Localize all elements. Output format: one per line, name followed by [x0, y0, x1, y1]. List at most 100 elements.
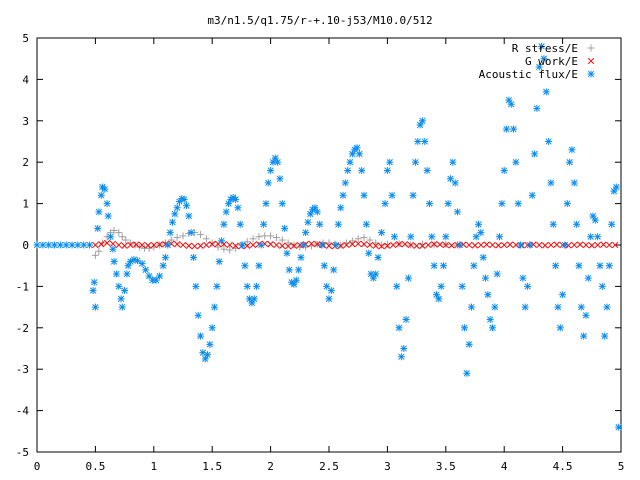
data-point [540, 55, 548, 63]
data-point [243, 238, 251, 246]
data-point [612, 183, 620, 191]
data-point [302, 229, 310, 237]
data-point [545, 138, 553, 145]
y-tick-label: -2 [16, 322, 29, 335]
data-point [384, 242, 391, 249]
data-point [284, 239, 292, 247]
data-point [374, 253, 382, 261]
data-point [33, 241, 41, 249]
data-point [192, 282, 200, 290]
data-point [262, 200, 270, 208]
data-point [383, 240, 391, 248]
data-point [580, 332, 588, 340]
data-point [101, 185, 109, 193]
y-tick-label: 4 [22, 73, 29, 86]
data-point [316, 220, 324, 228]
data-point [470, 262, 478, 270]
data-point [185, 212, 193, 220]
data-point [112, 270, 120, 278]
data-point [226, 246, 234, 254]
data-point [89, 287, 97, 295]
data-point [107, 233, 115, 241]
data-point [292, 276, 300, 284]
data-point [471, 242, 479, 249]
data-point [587, 233, 595, 241]
data-point [283, 249, 291, 257]
data-point [553, 241, 560, 248]
data-point [395, 324, 403, 332]
x-tick-label: 4.5 [553, 460, 573, 473]
data-point [91, 251, 99, 259]
data-point [255, 262, 263, 270]
data-point [173, 234, 181, 242]
data-point [261, 232, 269, 240]
data-point [118, 303, 126, 311]
data-point [115, 241, 122, 249]
data-point [524, 282, 532, 290]
data-point [606, 241, 613, 249]
y-tick-label: 3 [22, 115, 29, 128]
data-point [353, 144, 361, 152]
data-point [514, 200, 522, 208]
data-point [91, 303, 99, 311]
data-point [51, 241, 59, 249]
data-point [493, 270, 501, 278]
data-point [206, 340, 214, 348]
data-point [390, 241, 397, 249]
data-point [465, 340, 473, 348]
data-point [98, 241, 105, 248]
data-point [222, 208, 230, 216]
data-point [209, 241, 216, 248]
y-tick-label: -4 [16, 405, 30, 418]
data-point [341, 179, 349, 187]
data-point [337, 204, 345, 212]
data-point [413, 242, 420, 249]
data-point [203, 241, 210, 249]
data-point [517, 241, 525, 249]
data-point [444, 200, 452, 208]
data-point [388, 191, 396, 199]
data-point [161, 253, 169, 261]
data-point [118, 233, 126, 241]
data-point [456, 241, 464, 249]
data-point [582, 311, 590, 319]
data-point [479, 253, 487, 261]
data-point [304, 218, 312, 226]
data-point [486, 316, 494, 324]
data-point [584, 274, 592, 282]
data-point [489, 241, 496, 249]
data-point [598, 282, 606, 290]
data-point [197, 231, 205, 239]
data-point [568, 146, 576, 154]
data-point [104, 212, 112, 220]
data-point [167, 236, 175, 244]
data-point [159, 262, 167, 270]
data-point [535, 63, 543, 71]
data-point [202, 235, 210, 243]
data-point [366, 241, 374, 249]
data-point [344, 166, 352, 174]
data-point [211, 303, 219, 311]
data-point [62, 241, 70, 249]
data-point [554, 303, 562, 311]
data-point [243, 282, 251, 290]
x-tick-label: 4 [501, 460, 508, 473]
data-point [365, 249, 373, 257]
data-point [615, 423, 623, 431]
data-point [477, 229, 485, 237]
data-point [349, 241, 356, 248]
data-point [232, 195, 240, 203]
data-point [218, 237, 226, 245]
data-point [121, 287, 129, 295]
data-point [109, 245, 117, 253]
data-point [168, 218, 176, 226]
series-layer [33, 42, 623, 431]
data-point [164, 241, 172, 249]
data-point [179, 241, 187, 249]
data-point [360, 234, 368, 242]
data-point [74, 241, 82, 249]
data-point [191, 243, 198, 250]
data-point [430, 241, 438, 249]
data-point [171, 210, 179, 218]
data-point [278, 236, 286, 244]
